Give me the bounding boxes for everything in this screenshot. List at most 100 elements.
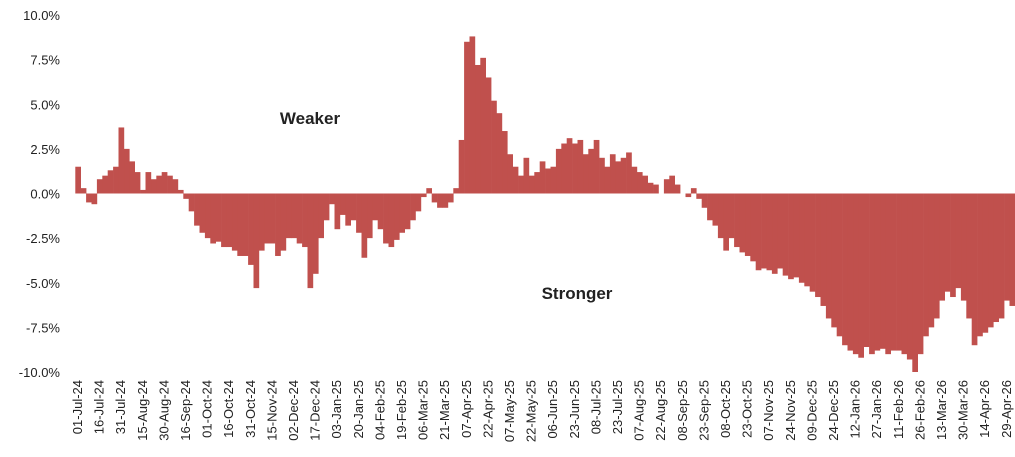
bar	[847, 193, 854, 351]
x-tick-label: 07-May-25	[502, 380, 517, 442]
x-tick-label: 16-Jul-24	[92, 380, 107, 434]
bar	[113, 166, 119, 194]
bar	[766, 193, 773, 271]
bar	[123, 148, 130, 194]
x-tick-label: 22-Aug-25	[653, 380, 668, 441]
bar	[161, 172, 168, 194]
bar	[674, 184, 681, 194]
bar	[302, 193, 308, 248]
bar	[140, 189, 146, 194]
bar	[323, 193, 330, 221]
bar	[291, 193, 297, 239]
bar	[879, 193, 886, 349]
bar	[593, 139, 600, 194]
x-tick-label: 16-Sep-24	[178, 380, 193, 441]
bar	[312, 193, 319, 274]
bar	[620, 157, 627, 194]
bar	[906, 193, 913, 360]
bar	[458, 139, 465, 194]
x-tick-label: 24-Dec-25	[826, 380, 841, 441]
bar	[329, 193, 335, 205]
bar	[539, 161, 546, 194]
x-tick-label: 23-Oct-25	[740, 380, 755, 438]
bar	[377, 193, 384, 230]
bar	[415, 193, 422, 212]
bar	[987, 193, 994, 328]
x-tick-label: 23-Jun-25	[567, 380, 582, 439]
bar	[215, 193, 222, 242]
x-tick-label: 23-Jul-25	[610, 380, 625, 434]
y-tick-label: -5.0%	[26, 276, 60, 291]
bar	[248, 193, 254, 265]
bar	[852, 193, 859, 355]
bar	[393, 193, 400, 240]
x-tick-label: 04-Feb-25	[372, 380, 387, 440]
bar	[599, 157, 605, 194]
x-tick-label: 09-Dec-25	[804, 380, 819, 441]
bar	[901, 193, 908, 355]
x-tick-label: 01-Jul-24	[70, 380, 85, 434]
y-tick-label: 0.0%	[30, 187, 60, 202]
bar	[534, 172, 540, 194]
x-tick-label: 08-Sep-25	[675, 380, 690, 441]
bar	[480, 57, 486, 194]
bar	[744, 193, 751, 256]
bar	[761, 193, 767, 269]
x-tick-label: 07-Apr-25	[459, 380, 474, 438]
bar	[91, 193, 98, 205]
bar	[728, 193, 735, 239]
bar	[690, 188, 697, 194]
bar	[977, 193, 983, 337]
bar	[204, 193, 211, 239]
x-tick-label: 19-Feb-25	[394, 380, 409, 440]
bar	[437, 193, 443, 208]
bar	[156, 175, 162, 194]
bar	[285, 193, 292, 239]
bar	[134, 172, 141, 194]
bar	[172, 179, 179, 194]
bar	[863, 193, 870, 348]
annotation: Weaker	[280, 109, 341, 128]
bar	[874, 193, 881, 351]
x-tick-label: 08-Jul-25	[588, 380, 603, 434]
bar	[485, 77, 492, 194]
x-tick-label: 14-Apr-26	[977, 380, 992, 438]
bar	[194, 193, 200, 226]
bar	[998, 193, 1005, 319]
bar	[815, 193, 821, 298]
bar	[167, 175, 173, 194]
bar	[350, 193, 357, 221]
bar	[453, 188, 459, 194]
bar	[782, 193, 789, 276]
bar	[523, 157, 530, 194]
bar	[361, 193, 368, 258]
bar	[750, 193, 756, 262]
x-tick-label: 23-Sep-25	[696, 380, 711, 441]
bar	[512, 166, 519, 194]
bar	[496, 113, 503, 194]
bar	[939, 193, 945, 301]
bar	[501, 131, 508, 194]
bar	[269, 193, 276, 244]
x-tick-label: 20-Jan-25	[351, 380, 366, 439]
bar	[226, 193, 233, 248]
bar	[928, 193, 935, 328]
bar	[777, 193, 783, 269]
bar	[572, 143, 578, 194]
bar	[383, 193, 389, 244]
x-tick-label: 15-Aug-24	[135, 380, 150, 441]
bar	[474, 64, 481, 194]
bar	[118, 127, 125, 194]
annotation: Stronger	[542, 284, 613, 303]
bar	[318, 193, 324, 239]
x-tick-label: 08-Oct-25	[718, 380, 733, 438]
bar	[669, 175, 675, 194]
bar	[955, 193, 962, 289]
bar	[636, 172, 643, 194]
bar	[296, 193, 303, 244]
x-tick-label: 17-Dec-24	[308, 380, 323, 441]
x-tick-label: 16-Oct-24	[221, 380, 236, 438]
bar	[507, 154, 513, 194]
bar	[177, 189, 184, 194]
